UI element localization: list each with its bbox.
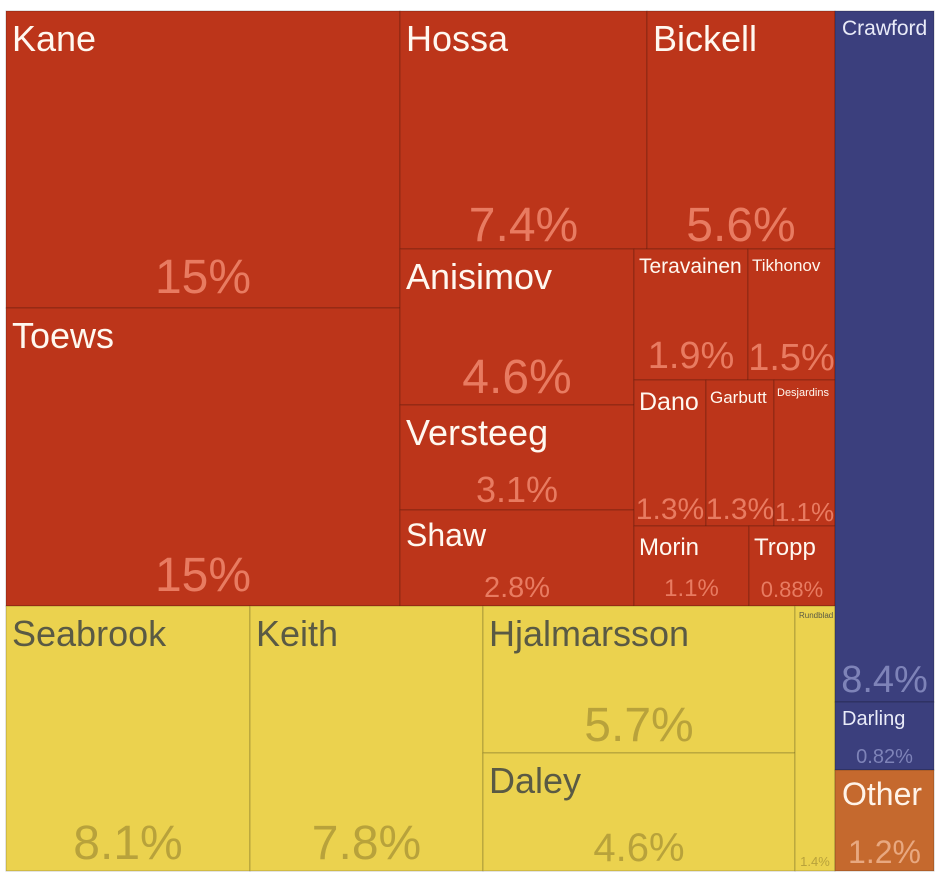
cell-value-tropp: 0.88%: [761, 577, 823, 602]
cell-value-tikhonov: 1.5%: [748, 337, 835, 379]
cell-value-dano: 1.3%: [636, 493, 704, 526]
cell-label-hossa: Hossa: [406, 18, 509, 59]
cell-rect-desjardins: [773, 379, 836, 527]
cell-value-garbutt: 1.3%: [706, 493, 774, 526]
cell-label-teravainen: Teravainen: [639, 255, 742, 278]
cell-anisimov: Anisimov 4.6%: [399, 248, 635, 406]
cell-other: Other 1.2%: [834, 769, 935, 872]
cell-rect-kane: [5, 10, 401, 309]
cell-label-crawford: Crawford: [842, 17, 927, 40]
cell-desjardins: Desjardins 1.1%: [773, 379, 836, 527]
cell-value-daley: 4.6%: [593, 826, 684, 870]
cell-value-shaw: 2.8%: [484, 572, 550, 604]
cell-rect-tropp: [748, 525, 836, 607]
cell-rundblad: Rundblad 1.4%: [794, 605, 836, 872]
cell-label-morin: Morin: [639, 534, 699, 561]
cell-label-garbutt: Garbutt: [710, 388, 767, 407]
cell-kane: Kane 15%: [5, 10, 401, 309]
cell-value-darling: 0.82%: [856, 746, 913, 768]
cell-label-dano: Dano: [639, 388, 699, 416]
cell-label-seabrook: Seabrook: [12, 613, 167, 654]
cell-rect-rundblad: [794, 605, 836, 872]
cell-label-toews: Toews: [12, 315, 114, 356]
cell-crawford: Crawford 8.4%: [834, 10, 935, 703]
cell-rect-teravainen: [633, 248, 749, 381]
cell-value-toews: 15%: [155, 549, 251, 602]
cell-rect-versteeg: [399, 404, 635, 511]
cell-value-versteeg: 3.1%: [476, 469, 558, 510]
cell-rect-crawford: [834, 10, 935, 703]
cell-rect-hjalmarsson: [482, 605, 796, 754]
cell-rect-daley: [482, 752, 796, 872]
cell-label-anisimov: Anisimov: [406, 256, 552, 297]
cell-value-anisimov: 4.6%: [462, 351, 571, 404]
cell-label-desjardins: Desjardins: [777, 387, 829, 399]
cell-rect-anisimov: [399, 248, 635, 406]
cell-label-other: Other: [842, 776, 922, 812]
cell-tropp: Tropp 0.88%: [748, 525, 836, 607]
cell-rect-morin: [633, 525, 750, 607]
cell-value-teravainen: 1.9%: [648, 335, 735, 377]
cell-label-versteeg: Versteeg: [406, 412, 548, 453]
cell-value-hjalmarsson: 5.7%: [584, 699, 693, 752]
cell-rect-keith: [249, 605, 484, 872]
cell-rect-bickell: [646, 10, 836, 250]
cell-rect-other: [834, 769, 935, 872]
cell-rect-seabrook: [5, 605, 251, 872]
cell-darling: Darling 0.82%: [834, 701, 935, 771]
cell-label-tikhonov: Tikhonov: [752, 256, 821, 275]
cell-daley: Daley 4.6%: [482, 752, 796, 872]
cell-shaw: Shaw 2.8%: [399, 509, 635, 607]
cell-hjalmarsson: Hjalmarsson 5.7%: [482, 605, 796, 754]
cell-morin: Morin 1.1%: [633, 525, 750, 607]
cell-rect-darling: [834, 701, 935, 771]
cell-versteeg: Versteeg 3.1%: [399, 404, 635, 511]
cell-bickell: Bickell 5.6%: [646, 10, 836, 252]
cell-label-keith: Keith: [256, 613, 338, 654]
cell-keith: Keith 7.8%: [249, 605, 484, 872]
cell-label-rundblad: Rundblad: [799, 611, 833, 620]
cell-seabrook: Seabrook 8.1%: [5, 605, 251, 872]
cell-value-morin: 1.1%: [664, 575, 719, 602]
cell-label-bickell: Bickell: [653, 18, 757, 59]
cell-label-tropp: Tropp: [754, 534, 816, 561]
cell-teravainen: Teravainen 1.9%: [633, 248, 749, 381]
cell-hossa: Hossa 7.4%: [399, 10, 648, 252]
cell-tikhonov: Tikhonov 1.5%: [747, 248, 836, 381]
cell-label-shaw: Shaw: [406, 517, 487, 553]
cell-rect-dano: [633, 379, 707, 527]
cell-value-crawford: 8.4%: [841, 659, 928, 701]
cell-garbutt: Garbutt 1.3%: [705, 379, 775, 527]
cell-toews: Toews 15%: [5, 307, 401, 607]
cell-label-hjalmarsson: Hjalmarsson: [489, 613, 689, 654]
cell-label-daley: Daley: [489, 760, 581, 801]
cell-value-kane: 15%: [155, 251, 251, 304]
cell-value-desjardins: 1.1%: [775, 497, 834, 527]
cell-rect-hossa: [399, 10, 648, 250]
cell-value-hossa: 7.4%: [469, 199, 578, 252]
cell-label-kane: Kane: [12, 18, 96, 59]
cell-value-keith: 7.8%: [312, 817, 421, 870]
cell-value-seabrook: 8.1%: [73, 817, 182, 870]
cell-rect-toews: [5, 307, 401, 607]
cell-value-bickell: 5.6%: [686, 199, 795, 252]
cell-dano: Dano 1.3%: [633, 379, 707, 527]
cell-value-rundblad: 1.4%: [800, 854, 830, 869]
cell-value-other: 1.2%: [848, 834, 921, 870]
cell-label-darling: Darling: [842, 708, 905, 730]
